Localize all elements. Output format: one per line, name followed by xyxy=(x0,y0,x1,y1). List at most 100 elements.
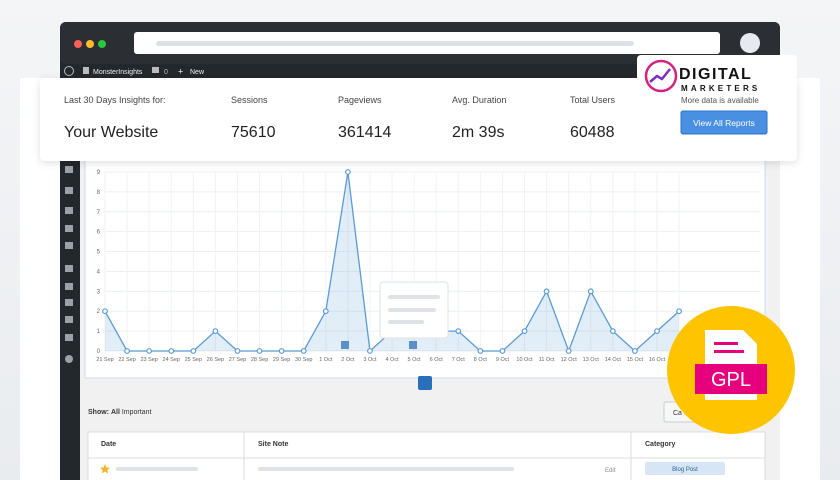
x-tick-label: 12 Oct xyxy=(561,357,578,363)
tooltip-line xyxy=(388,308,436,312)
doc-line xyxy=(714,342,738,345)
stat-value: 2m 39s xyxy=(452,124,504,141)
point xyxy=(367,348,373,354)
stat-value: 361414 xyxy=(338,124,391,141)
admin-site[interactable]: MonsterInsights xyxy=(93,69,143,76)
admin-bar xyxy=(60,64,780,78)
show-label: Show: xyxy=(88,409,109,416)
star-icon[interactable] xyxy=(100,464,110,474)
point xyxy=(587,288,594,295)
x-tick-label: 11 Oct xyxy=(539,357,555,363)
stat-value: 75610 xyxy=(231,124,276,141)
filter-important[interactable]: Important xyxy=(122,409,152,416)
url-placeholder xyxy=(156,41,634,46)
home-icon xyxy=(83,67,89,74)
x-tick-label: 7 Oct xyxy=(452,357,466,363)
show-filter: Show: All Important xyxy=(88,409,151,416)
x-tick-label: 22 Sep xyxy=(118,357,135,363)
min-dot[interactable] xyxy=(86,40,94,48)
point xyxy=(234,348,241,354)
stat-label: Total Users xyxy=(570,95,616,105)
point xyxy=(212,328,219,335)
x-tick-label: 29 Sep xyxy=(273,357,290,363)
y-tick-label: 7 xyxy=(97,210,101,216)
column-header: Site Note xyxy=(258,441,288,448)
y-tick-label: 2 xyxy=(97,309,101,315)
y-tick-label: 1 xyxy=(97,329,101,335)
point xyxy=(499,348,506,354)
logo-mark xyxy=(644,59,678,93)
tooltip-line xyxy=(388,320,424,324)
point xyxy=(654,328,660,335)
point xyxy=(521,328,528,335)
x-tick-label: 3 Oct xyxy=(363,357,377,363)
insights-site: Your Website xyxy=(64,124,158,141)
x-tick-label: 27 Sep xyxy=(229,357,246,363)
gpl-label: GPL xyxy=(711,369,751,391)
point xyxy=(124,348,130,354)
y-tick-label: 5 xyxy=(97,250,101,256)
note-marker[interactable] xyxy=(341,341,349,349)
y-tick-label: 0 xyxy=(97,349,101,355)
x-tick-label: 15 Oct xyxy=(627,357,644,363)
edit-link[interactable]: Edit xyxy=(605,468,616,474)
column-header: Date xyxy=(101,441,116,448)
view-reports-button[interactable] xyxy=(680,110,768,135)
x-tick-label: 24 Sep xyxy=(163,357,180,363)
y-tick-label: 6 xyxy=(97,230,101,236)
add-note-icon[interactable] xyxy=(418,376,432,390)
sidebar-icons xyxy=(65,166,73,363)
point xyxy=(278,348,285,354)
point xyxy=(102,308,108,315)
point xyxy=(168,348,175,354)
point xyxy=(676,308,682,315)
x-tick-label: 14 Oct xyxy=(605,357,622,363)
date-placeholder xyxy=(116,467,198,471)
stat-value: 60488 xyxy=(570,124,615,141)
x-tick-label: 16 Oct xyxy=(649,357,666,363)
x-tick-label: 25 Sep xyxy=(185,357,202,363)
x-tick-label: 1 Oct xyxy=(319,357,333,363)
tooltip-line xyxy=(388,295,440,299)
max-dot[interactable] xyxy=(98,40,106,48)
stat-label: Sessions xyxy=(231,95,268,105)
admin-comments[interactable]: 0 xyxy=(164,69,168,76)
column-header: Category xyxy=(645,441,675,448)
filter-all[interactable]: All xyxy=(111,409,120,416)
point xyxy=(455,328,462,335)
point xyxy=(543,288,550,295)
note-placeholder xyxy=(258,467,514,471)
insights-card xyxy=(40,78,797,161)
x-tick-label: 28 Sep xyxy=(251,357,268,363)
point xyxy=(565,348,572,354)
point xyxy=(146,348,153,354)
x-tick-label: 23 Sep xyxy=(140,357,157,363)
stat-label: Avg. Duration xyxy=(452,95,506,105)
point xyxy=(300,348,307,354)
comment-icon xyxy=(152,67,159,73)
x-tick-label: 13 Oct xyxy=(583,357,600,363)
logo-line1: DIGITAL xyxy=(679,66,752,83)
y-tick-label: 8 xyxy=(97,190,101,196)
gpl-band xyxy=(695,364,767,394)
x-tick-label: 21 Sep xyxy=(96,357,113,363)
point xyxy=(190,348,197,354)
stat-label: Pageviews xyxy=(338,95,382,105)
x-tick-label: 4 Oct xyxy=(385,357,399,363)
avatar[interactable] xyxy=(740,33,760,53)
x-tick-label: 9 Oct xyxy=(496,357,510,363)
point xyxy=(256,348,263,354)
x-tick-label: 30 Sep xyxy=(295,357,312,363)
wp-logo[interactable] xyxy=(64,66,74,76)
insights-heading: Last 30 Days Insights for: xyxy=(64,95,166,105)
x-tick-label: 8 Oct xyxy=(474,357,488,363)
note-marker[interactable] xyxy=(409,341,417,349)
close-dot[interactable] xyxy=(74,40,82,48)
admin-new[interactable]: New xyxy=(190,69,205,76)
x-tick-label: 5 Oct xyxy=(408,357,422,363)
x-tick-label: 2 Oct xyxy=(341,357,355,363)
point xyxy=(322,308,329,315)
logo-line2: MARKETERS xyxy=(681,84,760,93)
